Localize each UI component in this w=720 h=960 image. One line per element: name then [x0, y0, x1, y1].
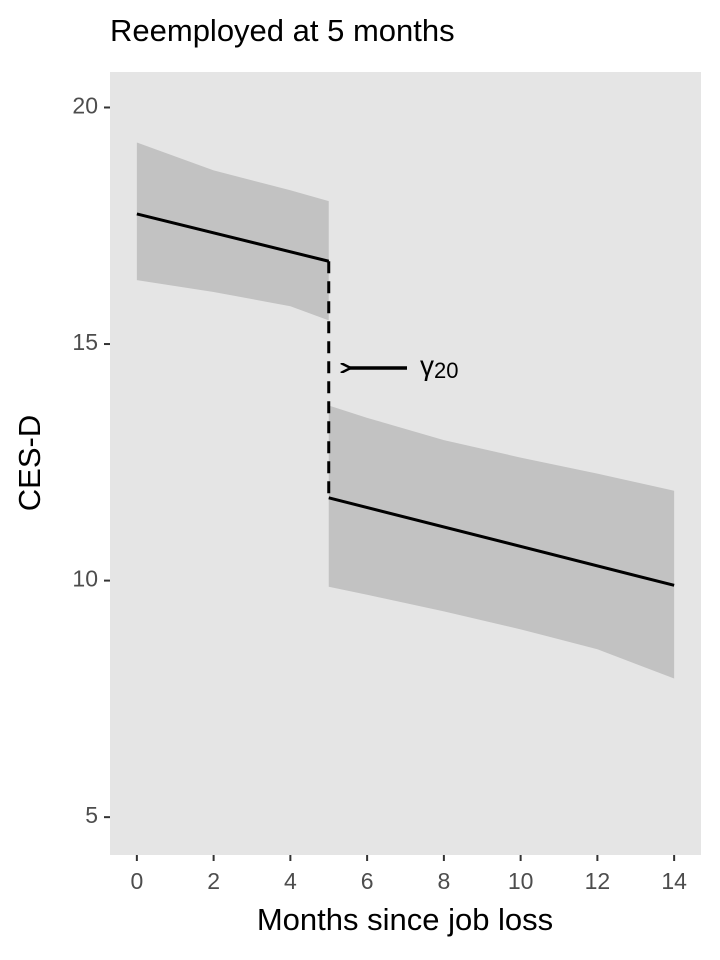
- line: [136, 212, 330, 263]
- annotation-subscript: 20: [434, 358, 458, 383]
- confidence-band: [136, 142, 329, 321]
- x-tick-label: 4: [284, 868, 297, 894]
- x-tick-label: 12: [585, 868, 611, 894]
- chart-title: Reemployed at 5 months: [110, 13, 455, 48]
- line: [328, 496, 675, 587]
- x-tick-label: 14: [661, 868, 687, 894]
- x-tick-label: 2: [207, 868, 220, 894]
- y-tick-label: 15: [72, 329, 98, 355]
- x-tick-label: 0: [130, 868, 143, 894]
- y-tick-label: 5: [85, 802, 98, 828]
- annotation-label: γ20: [420, 350, 458, 382]
- x-tick-label: 6: [361, 868, 374, 894]
- x-tick-label: 8: [437, 868, 450, 894]
- x-axis-title: Months since job loss: [257, 902, 553, 937]
- y-axis-title: CES-D: [12, 415, 47, 511]
- y-tick-label: 20: [72, 93, 98, 119]
- x-tick-label: 10: [508, 868, 534, 894]
- y-tick-label: 10: [72, 566, 98, 592]
- annotation-symbol: γ: [420, 350, 434, 381]
